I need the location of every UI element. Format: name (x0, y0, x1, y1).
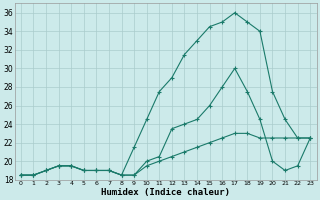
X-axis label: Humidex (Indice chaleur): Humidex (Indice chaleur) (101, 188, 230, 197)
